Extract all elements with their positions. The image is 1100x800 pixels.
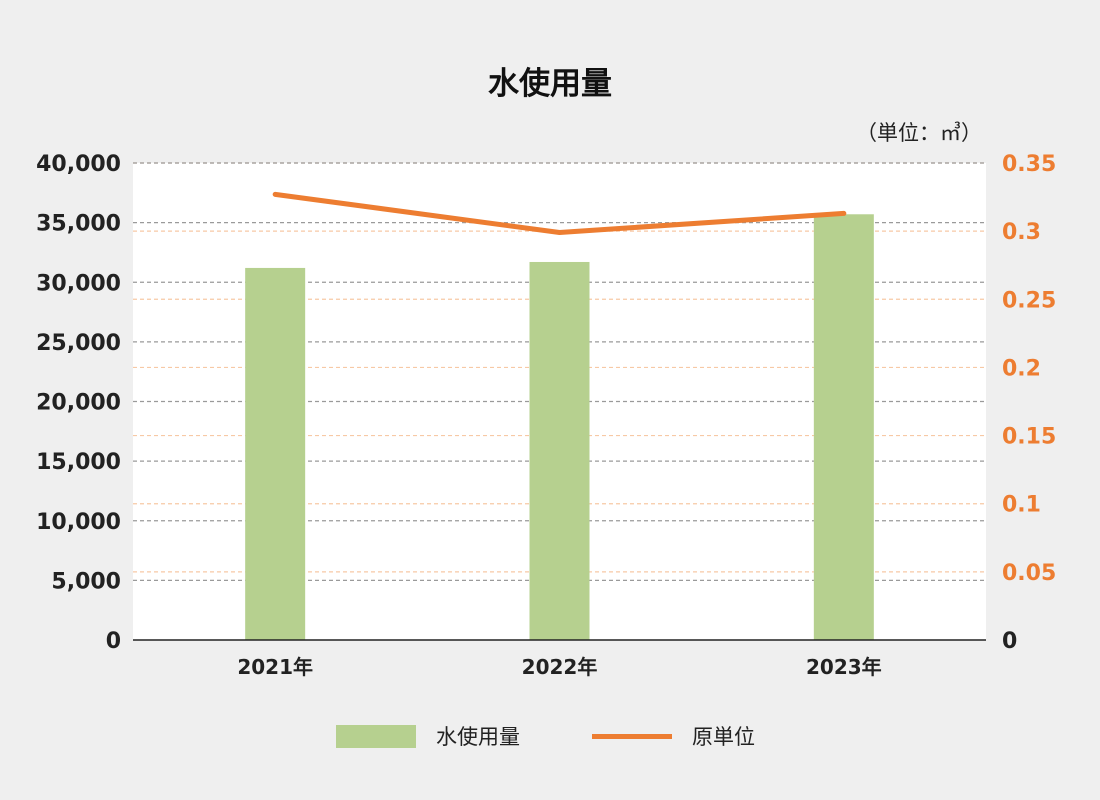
legend-swatch-bar — [336, 724, 416, 748]
y-right-tick-label: 0.15 — [1002, 425, 1056, 450]
y-right-tick-label: 0.35 — [1002, 152, 1056, 177]
y-left-tick-label: 20,000 — [36, 391, 121, 416]
y-left-tick-label: 15,000 — [36, 450, 121, 475]
y-right-tick-label: 0.3 — [1002, 220, 1041, 245]
y-left-tick-label: 5,000 — [51, 569, 121, 594]
legend-item-intensity: 原単位 — [592, 718, 755, 754]
y-left-tick-label: 35,000 — [36, 212, 121, 237]
y-left-tick-label: 25,000 — [36, 331, 121, 356]
y-right-tick-label: 0.25 — [1002, 288, 1056, 313]
legend-label-water-usage: 水使用量 — [436, 725, 520, 749]
y-right-tick-label: 0 — [1002, 629, 1017, 654]
y-right-tick-label: 0.05 — [1002, 561, 1056, 586]
chart-title: 水使用量 — [488, 66, 612, 102]
x-tick-label: 2021年 — [237, 655, 313, 679]
bar — [529, 261, 590, 640]
x-tick-label: 2022年 — [522, 655, 598, 679]
bar — [245, 267, 306, 640]
legend: 水使用量 原単位 — [0, 718, 1100, 754]
bar — [813, 214, 874, 640]
y-right-tick-label: 0.2 — [1002, 356, 1041, 381]
y-left-tick-label: 40,000 — [36, 152, 121, 177]
y-left-tick-label: 0 — [106, 629, 121, 654]
legend-label-intensity: 原単位 — [692, 725, 755, 749]
unit-label: （単位：㎥） — [856, 121, 982, 145]
y-left-tick-label: 30,000 — [36, 271, 121, 296]
legend-swatch-line — [592, 733, 672, 739]
y-right-tick-label: 0.1 — [1002, 493, 1041, 518]
legend-item-water-usage: 水使用量 — [336, 718, 520, 754]
y-left-tick-label: 10,000 — [36, 510, 121, 535]
x-tick-label: 2023年 — [806, 655, 882, 679]
